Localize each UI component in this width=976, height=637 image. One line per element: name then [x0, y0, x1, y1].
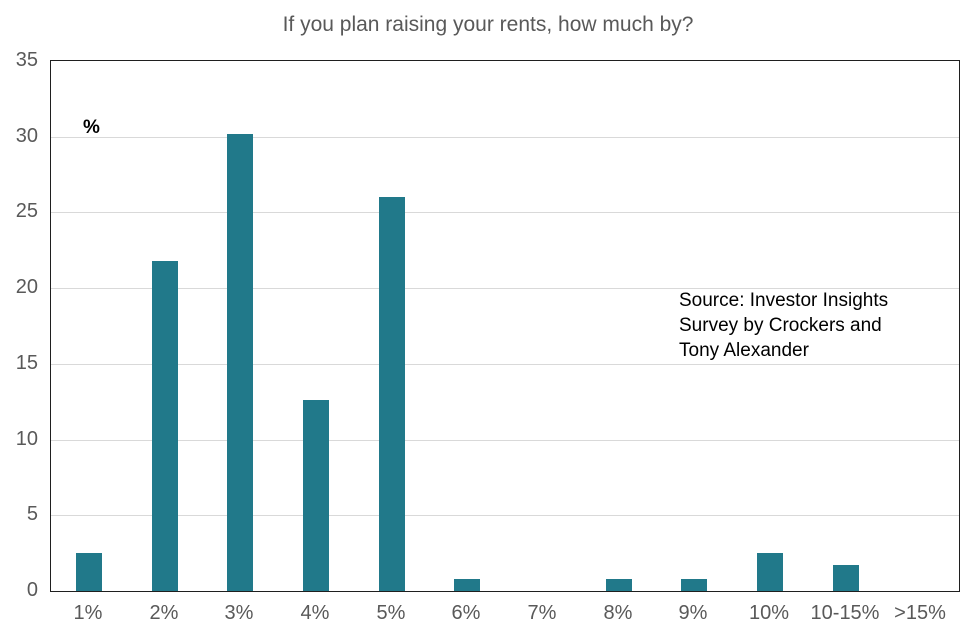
chart-title: If you plan raising your rents, how much…: [282, 13, 694, 36]
x-tick-label: >15%: [894, 602, 946, 624]
x-tick-label: 7%: [527, 602, 557, 624]
x-tick-label: 9%: [678, 602, 708, 624]
y-tick-label: 35: [15, 49, 38, 71]
source-line: Survey by Crockers and: [679, 315, 882, 336]
plot-area: % Source: Investor Insights Survey by Cr…: [50, 60, 960, 592]
bar: [379, 197, 405, 591]
y-tick-label: 15: [15, 352, 38, 374]
gridline: [51, 515, 959, 516]
bar: [227, 134, 253, 591]
source-annotation: Source: Investor Insights Survey by Croc…: [679, 288, 888, 363]
bar: [454, 579, 480, 591]
y-axis: 0 5 10 15 20 25 30 35: [0, 49, 38, 601]
bar: [76, 553, 102, 591]
y-tick-label: 5: [26, 503, 38, 525]
bar: [833, 565, 859, 591]
gridline: [51, 364, 959, 365]
x-tick-label: 10%: [748, 602, 790, 624]
x-tick-label: 3%: [224, 602, 254, 624]
source-line: Tony Alexander: [679, 340, 809, 361]
bar: [681, 579, 707, 591]
x-tick-label: 4%: [300, 602, 330, 624]
y-tick-label: 0: [26, 579, 38, 601]
x-axis: 1% 2% 3% 4% 5% 6% 7% 8% 9% 10% 10-15% >15%: [50, 601, 960, 629]
y-tick-label: 25: [15, 200, 38, 222]
x-tick-label: 2%: [149, 602, 179, 624]
y-unit-label: %: [83, 117, 100, 138]
y-tick-label: 10: [15, 428, 38, 450]
source-line: Source: Investor Insights: [679, 290, 889, 311]
x-tick-label: 5%: [376, 602, 406, 624]
bar: [757, 553, 783, 591]
y-tick-label: 20: [15, 276, 38, 298]
x-tick-label: 6%: [451, 602, 481, 624]
bar: [606, 579, 632, 591]
gridline: [51, 288, 959, 289]
x-tick-label: 10-15%: [810, 602, 880, 624]
gridline: [51, 137, 959, 138]
y-tick-label: 30: [15, 125, 38, 147]
gridline: [51, 212, 959, 213]
x-tick-label: 1%: [73, 602, 103, 624]
x-tick-label: 8%: [603, 602, 633, 624]
bar: [152, 261, 178, 591]
gridline: [51, 440, 959, 441]
bar: [303, 400, 329, 591]
